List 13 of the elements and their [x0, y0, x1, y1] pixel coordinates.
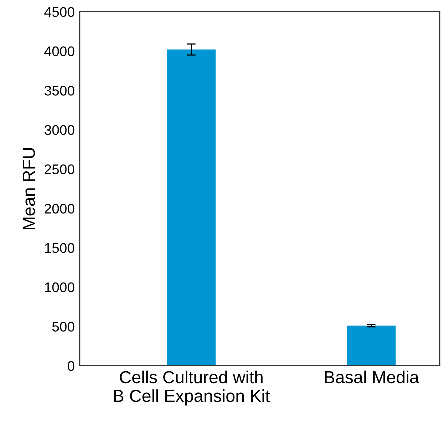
y-tick-label: 1000 — [45, 282, 75, 293]
y-tick-label: 3500 — [44, 86, 75, 96]
y-tick-label: 0 — [68, 361, 75, 372]
y-tick-label: 4000 — [44, 46, 75, 57]
y-tick-label: 1500 — [45, 243, 75, 254]
y-tick-label: 500 — [52, 322, 75, 332]
y-tick-label: 4500 — [44, 7, 75, 18]
y-tick-label: 2000 — [44, 204, 75, 214]
y-axis-title: Mean RFU — [23, 148, 36, 230]
x-tick-label: Cells Cultured with B Cell Expansion Kit — [114, 370, 270, 406]
y-tick-label: 2500 — [44, 164, 75, 175]
y-tick-label: 3000 — [44, 125, 75, 136]
x-tick-label: Basal Media — [325, 370, 420, 384]
